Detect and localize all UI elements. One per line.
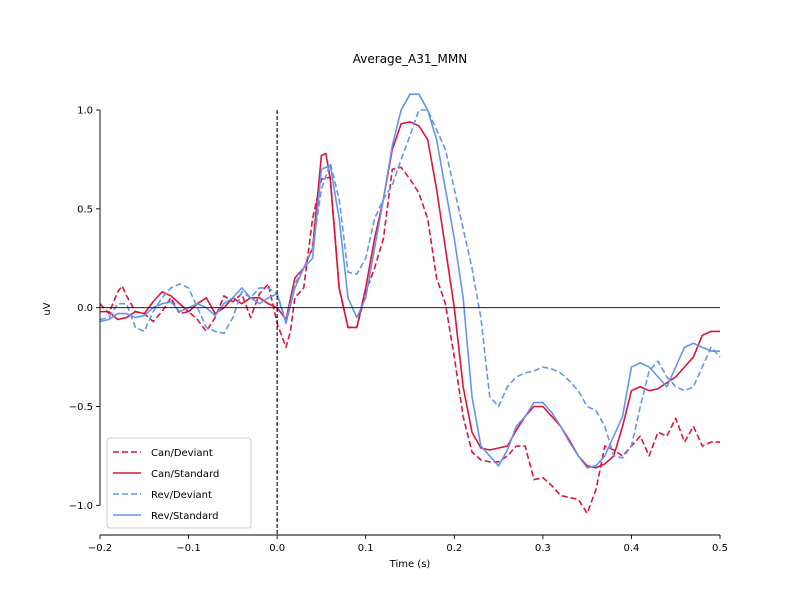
- legend-label: Can/Standard: [151, 469, 219, 480]
- legend-box: [106, 437, 252, 529]
- y-tick-label: 1.0: [77, 106, 93, 117]
- x-tick-label: 0.1: [358, 543, 374, 554]
- x-tick-label: 0.4: [623, 543, 639, 554]
- y-tick-label: 0.5: [77, 204, 93, 215]
- x-tick-label: 0.2: [446, 543, 462, 554]
- x-tick-label: 0.0: [269, 543, 285, 554]
- legend-label: Rev/Standard: [151, 511, 218, 522]
- y-tick-label: −1.0: [69, 501, 93, 512]
- x-tick-label: −0.2: [88, 543, 112, 554]
- series-lines: [99, 93, 721, 515]
- chart-title: Average_A31_MMN: [353, 52, 467, 66]
- x-tick-label: 0.3: [535, 543, 551, 554]
- legend-label: Can/Deviant: [151, 448, 213, 459]
- ticks: −0.2 −0.1 0.0 0.1 0.2 0.3 0.4 0.5 −1.0 −0.5 0.0 0.5…: [69, 106, 728, 555]
- series-line-3: [99, 109, 721, 459]
- x-axis-label: Time (s): [389, 559, 431, 570]
- legend: Can/Deviant Can/Standard Rev/Deviant Rev/St…: [106, 437, 252, 529]
- x-tick-label: −0.1: [176, 543, 200, 554]
- y-tick-label: 0.0: [77, 303, 93, 314]
- series-line-4: [99, 93, 720, 469]
- series-line-2: [100, 121, 720, 469]
- series-line-1: [99, 166, 720, 515]
- x-tick-label: 0.5: [712, 543, 728, 554]
- y-tick-label: −0.5: [69, 402, 93, 413]
- legend-label: Rev/Deviant: [151, 490, 212, 501]
- y-axis-label: uV: [42, 302, 53, 315]
